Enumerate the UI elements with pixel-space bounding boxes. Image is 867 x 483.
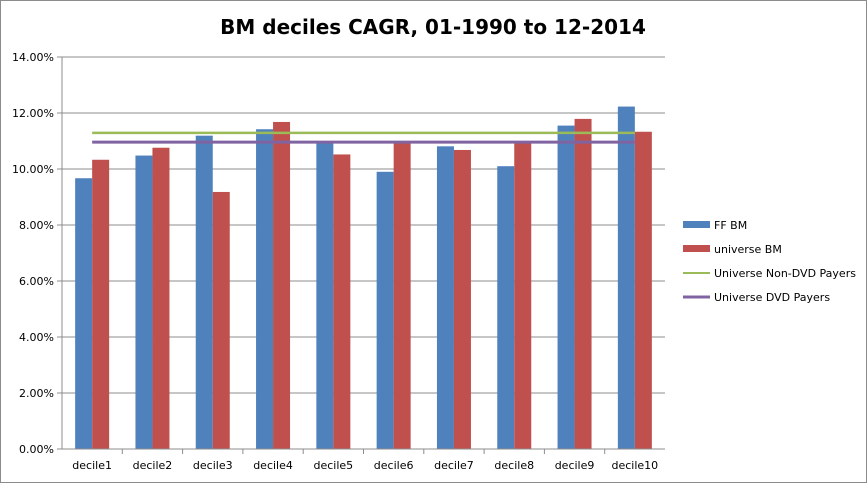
y-tick-label: 12.00% xyxy=(12,107,54,120)
x-tick-label: decile3 xyxy=(193,459,233,472)
legend-label: Universe DVD Payers xyxy=(714,291,830,304)
bar-ff-bm-decile10 xyxy=(617,106,635,449)
x-tick-label: decile5 xyxy=(314,459,354,472)
legend-swatch-ff-bm xyxy=(683,221,710,228)
y-tick-label: 6.00% xyxy=(19,275,54,288)
bar-ff-bm-decile7 xyxy=(436,146,454,449)
reference-lines xyxy=(92,131,635,144)
bar-ff-bm-decile1 xyxy=(75,178,93,450)
bar-universe-bm-decile2 xyxy=(152,147,170,449)
legend-swatch-universe-bm xyxy=(683,245,710,252)
bar-universe-bm-decile7 xyxy=(453,149,471,449)
bar-ff-bm-decile6 xyxy=(376,171,394,450)
bar-universe-bm-decile1 xyxy=(92,159,110,449)
bar-ff-bm-decile5 xyxy=(316,141,334,449)
x-tick-label: decile4 xyxy=(253,459,293,472)
bar-ff-bm-decile3 xyxy=(195,135,213,449)
y-tick-label: 14.00% xyxy=(12,51,54,64)
chart-title: BM deciles CAGR, 01-1990 to 12-2014 xyxy=(220,15,646,39)
x-tick-label: decile7 xyxy=(434,459,474,472)
bar-universe-bm-decile9 xyxy=(574,118,592,449)
x-tick-label: decile2 xyxy=(133,459,173,472)
bar-universe-bm-decile8 xyxy=(514,142,532,449)
bar-universe-bm-decile4 xyxy=(273,121,291,450)
y-tick-label: 4.00% xyxy=(19,331,54,344)
y-tick-label: 0.00% xyxy=(19,443,54,456)
bar-universe-bm-decile5 xyxy=(333,154,351,449)
bars xyxy=(75,106,652,450)
bar-ff-bm-decile2 xyxy=(135,155,153,449)
legend: FF BM universe BM Universe Non-DVD Payers U… xyxy=(683,219,856,304)
bar-universe-bm-decile10 xyxy=(634,131,652,449)
bar-ff-bm-decile9 xyxy=(557,125,575,449)
axes: 0.00% 2.00% 4.00% 6.00% 8.00% 10.00% 12.00% 14.… xyxy=(12,51,665,472)
legend-label: FF BM xyxy=(714,219,747,232)
x-tick-label: decile10 xyxy=(612,459,659,472)
y-tick-label: 8.00% xyxy=(19,219,54,232)
x-tick-label: decile8 xyxy=(494,459,534,472)
legend-label: universe BM xyxy=(714,243,782,256)
legend-label: Universe Non-DVD Payers xyxy=(714,267,856,280)
x-tick-label: decile1 xyxy=(72,459,112,472)
bar-universe-bm-decile6 xyxy=(393,142,411,449)
y-tick-label: 2.00% xyxy=(19,387,54,400)
bar-universe-bm-decile3 xyxy=(212,191,230,449)
bar-ff-bm-decile4 xyxy=(256,129,274,450)
bar-ff-bm-decile8 xyxy=(497,166,515,449)
x-tick-label: decile6 xyxy=(374,459,414,472)
x-tick-label: decile9 xyxy=(555,459,595,472)
y-tick-label: 10.00% xyxy=(12,163,54,176)
